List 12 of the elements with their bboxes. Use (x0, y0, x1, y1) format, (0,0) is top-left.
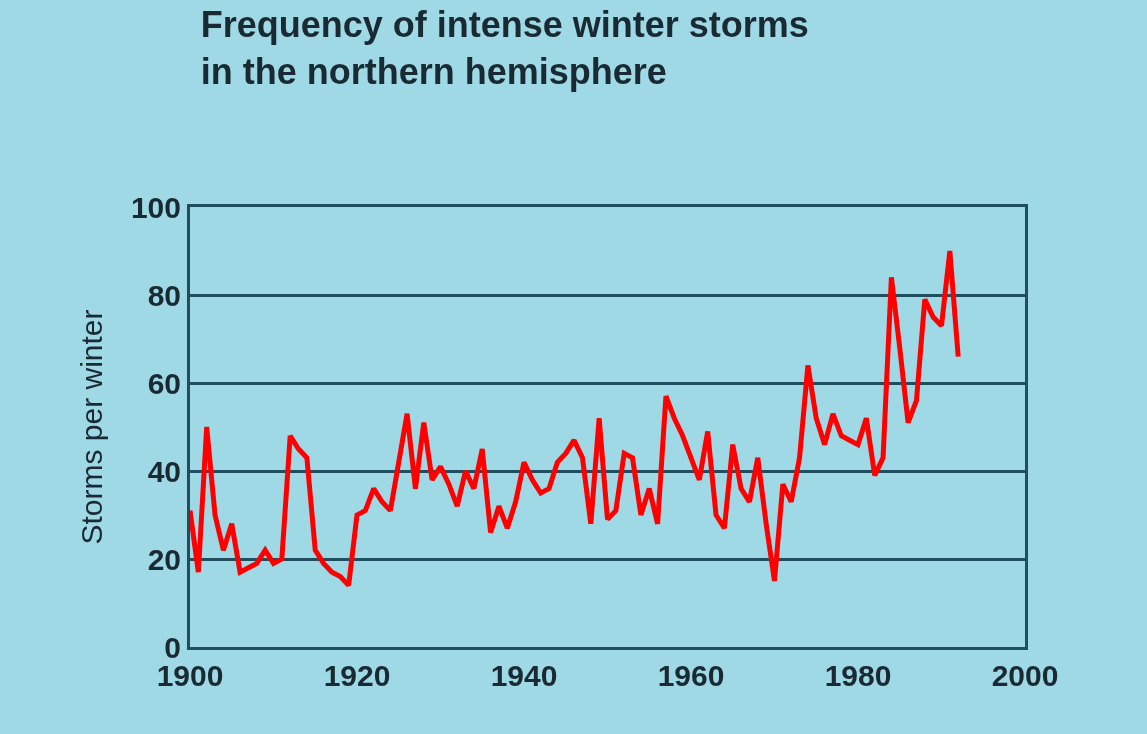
chart-title: Frequency of intense winter storms in the northern hemisphere (200, 3, 809, 92)
x-tick-label: 2000 (991, 659, 1059, 692)
y-tick-label: 20 (147, 542, 181, 576)
y-tick-label: 40 (147, 454, 181, 488)
y-axis-title: Storms per winter (74, 309, 108, 545)
x-tick-label: 1940 (490, 659, 558, 692)
y-tick-label: 100 (130, 190, 181, 224)
y-tick-label: 60 (147, 366, 181, 400)
x-tick-label: 1980 (824, 659, 892, 692)
x-tick-label: 1960 (657, 659, 725, 692)
x-tick-label: 1920 (323, 659, 391, 692)
y-tick-label: 80 (147, 278, 181, 312)
